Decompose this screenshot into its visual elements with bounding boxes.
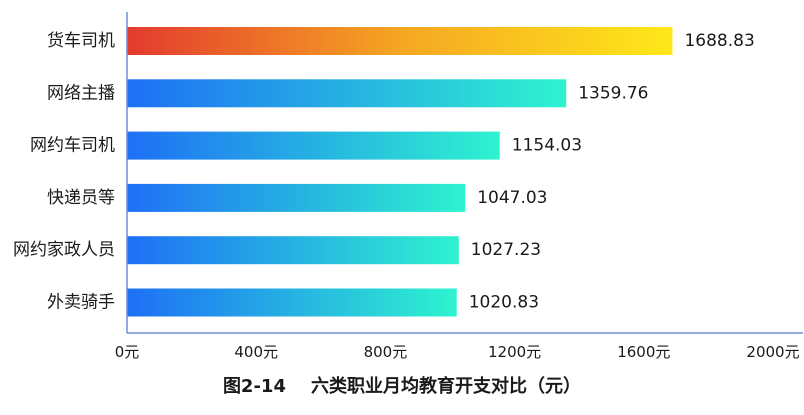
bar-5 bbox=[127, 288, 457, 317]
x-tick-label: 2000元 bbox=[746, 343, 799, 361]
category-label: 网络主播 bbox=[47, 83, 115, 103]
bar-3 bbox=[127, 183, 466, 212]
category-label: 快递员等 bbox=[47, 188, 115, 208]
value-label: 1154.03 bbox=[512, 136, 582, 156]
value-label: 1359.76 bbox=[578, 83, 648, 103]
x-tick-label: 1200元 bbox=[488, 343, 541, 361]
bar-2 bbox=[127, 131, 500, 160]
value-label: 1047.03 bbox=[477, 188, 547, 208]
value-label: 1027.23 bbox=[471, 240, 541, 260]
value-label: 1020.83 bbox=[469, 293, 539, 313]
category-label: 外卖骑手 bbox=[47, 293, 115, 313]
category-label: 网约车司机 bbox=[30, 136, 115, 156]
bar-0 bbox=[127, 27, 673, 55]
category-label: 货车司机 bbox=[47, 31, 115, 51]
bar-4 bbox=[127, 236, 459, 265]
x-tick-label: 400元 bbox=[234, 343, 278, 361]
x-tick-label: 1600元 bbox=[617, 343, 670, 361]
value-label: 1688.83 bbox=[684, 31, 754, 51]
x-tick-label: 0元 bbox=[115, 343, 140, 361]
chart-title: 图2-14 六类职业月均教育开支对比（元） bbox=[222, 376, 582, 397]
x-tick-label: 800元 bbox=[364, 343, 408, 361]
bar-1 bbox=[127, 79, 567, 108]
category-label: 网约家政人员 bbox=[13, 240, 115, 260]
